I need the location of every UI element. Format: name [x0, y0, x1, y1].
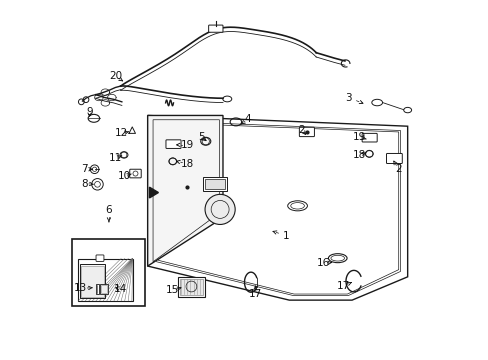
Text: 19: 19	[181, 140, 194, 150]
Bar	[101, 285, 107, 293]
Bar	[78, 258, 132, 301]
Text: 16: 16	[316, 258, 329, 268]
Bar	[203, 177, 226, 191]
Bar	[204, 179, 224, 189]
Text: 20: 20	[109, 71, 122, 81]
Text: 11: 11	[108, 153, 122, 163]
Text: 17: 17	[336, 281, 349, 291]
Text: 18: 18	[181, 159, 194, 169]
Polygon shape	[147, 116, 223, 266]
Bar	[96, 284, 99, 294]
FancyBboxPatch shape	[208, 25, 223, 32]
Text: 19: 19	[352, 132, 365, 142]
Text: 3: 3	[345, 93, 351, 103]
FancyBboxPatch shape	[362, 134, 376, 142]
Bar	[72, 239, 145, 306]
Text: 10: 10	[118, 171, 131, 181]
Text: 2: 2	[395, 164, 401, 174]
Text: 15: 15	[165, 285, 178, 295]
FancyBboxPatch shape	[96, 255, 104, 261]
FancyBboxPatch shape	[386, 153, 402, 163]
Text: 9: 9	[86, 107, 93, 117]
Text: 8: 8	[81, 179, 88, 189]
Text: 4: 4	[244, 114, 251, 124]
Bar	[100, 284, 108, 294]
Text: 5: 5	[198, 132, 204, 142]
FancyBboxPatch shape	[165, 140, 181, 148]
Text: 14: 14	[114, 284, 127, 294]
FancyBboxPatch shape	[129, 169, 141, 178]
Polygon shape	[129, 127, 135, 134]
Text: 2: 2	[298, 125, 305, 135]
Bar	[80, 264, 105, 298]
Bar	[180, 279, 203, 295]
Text: 1: 1	[282, 231, 288, 240]
Polygon shape	[149, 187, 158, 198]
Text: 6: 6	[105, 206, 112, 216]
Text: 18: 18	[352, 150, 365, 160]
Text: 17: 17	[248, 289, 262, 299]
Text: 13: 13	[74, 283, 87, 293]
Text: 7: 7	[81, 164, 88, 174]
Circle shape	[204, 194, 235, 225]
Bar	[178, 277, 204, 297]
FancyBboxPatch shape	[299, 127, 314, 136]
Bar	[81, 266, 104, 297]
Text: 12: 12	[115, 129, 128, 138]
